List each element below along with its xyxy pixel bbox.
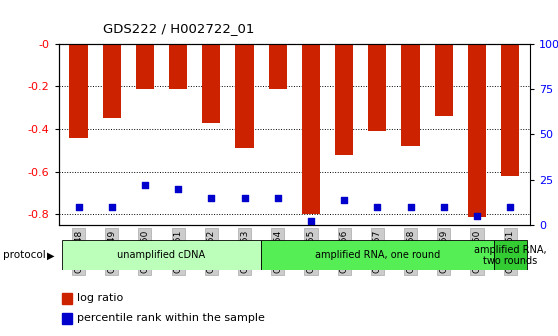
Bar (494, 240, 527, 270)
Bar (169, 44, 187, 88)
Point (473, 213, 482, 219)
Bar (103, 44, 121, 118)
Point (240, 195, 249, 201)
Point (340, 197, 349, 202)
Text: unamplified cDNA: unamplified cDNA (118, 250, 205, 260)
Point (107, 204, 116, 210)
Text: amplified RNA, one round: amplified RNA, one round (315, 250, 440, 260)
Text: protocol: protocol (3, 250, 46, 260)
Bar (62, 293, 72, 304)
Bar (62, 240, 261, 270)
Point (74, 204, 83, 210)
Bar (202, 44, 220, 123)
Point (373, 204, 382, 210)
Text: log ratio: log ratio (77, 293, 123, 303)
Bar (335, 44, 353, 155)
Point (207, 195, 216, 201)
Bar (69, 44, 88, 138)
Bar (368, 44, 387, 131)
Point (174, 186, 182, 192)
Bar (501, 44, 519, 176)
Bar (435, 44, 453, 116)
Point (439, 204, 448, 210)
Bar (62, 313, 72, 324)
Text: ▶: ▶ (47, 250, 55, 260)
Point (406, 204, 415, 210)
Bar (302, 44, 320, 214)
Bar (136, 44, 154, 88)
Point (141, 182, 150, 188)
Bar (235, 44, 254, 148)
Point (306, 219, 315, 224)
Point (273, 195, 282, 201)
Bar (268, 44, 287, 88)
Text: percentile rank within the sample: percentile rank within the sample (77, 313, 265, 323)
Bar (401, 44, 420, 146)
Point (506, 204, 514, 210)
Bar (468, 44, 486, 217)
Text: amplified RNA,
two rounds: amplified RNA, two rounds (474, 245, 546, 266)
Bar (261, 240, 494, 270)
Text: GDS222 / H002722_01: GDS222 / H002722_01 (103, 22, 254, 35)
